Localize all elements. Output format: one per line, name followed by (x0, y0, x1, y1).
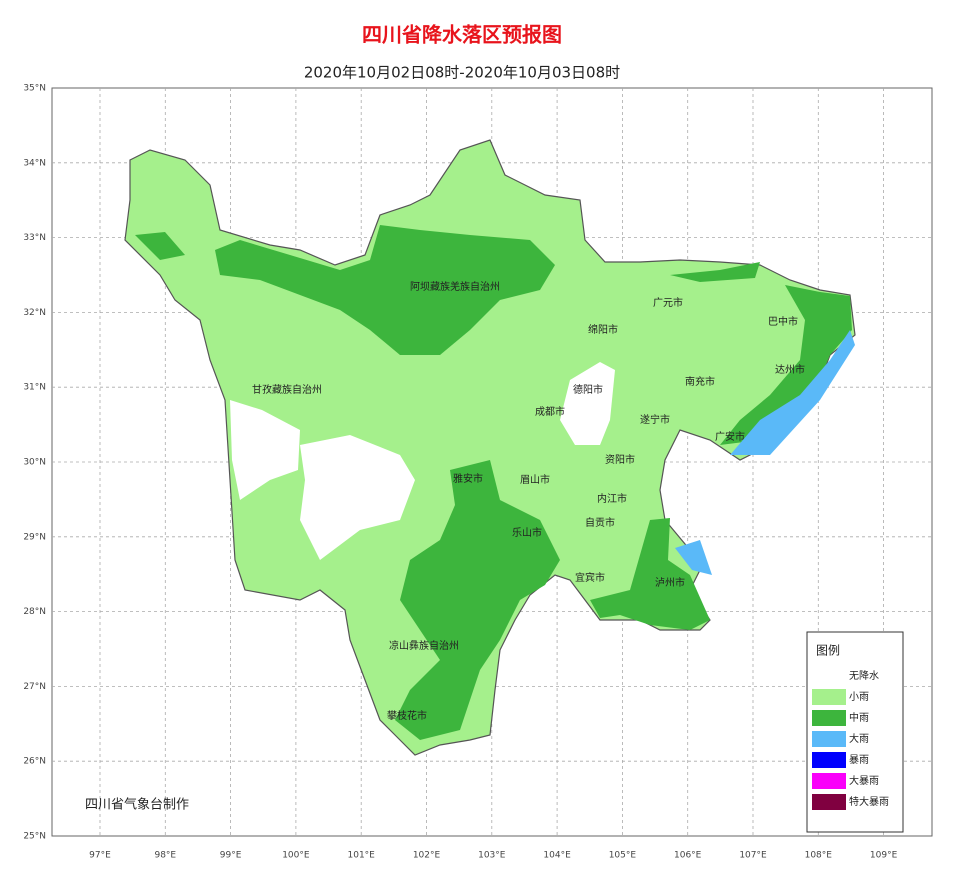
region-label: 达州市 (775, 363, 805, 376)
region-label: 南充市 (685, 375, 715, 388)
latitude-label: 35°N (23, 84, 46, 94)
region-label: 内江市 (597, 492, 627, 505)
longitude-label: 102°E (413, 851, 441, 861)
no-rain-patch (560, 362, 615, 445)
latitude-label: 27°N (23, 682, 46, 692)
heavy-rain-area (730, 330, 855, 455)
legend-swatch (812, 773, 846, 789)
region-label: 眉山市 (520, 473, 550, 486)
moderate-rain-area (720, 285, 852, 445)
longitude-label: 99°E (220, 851, 242, 861)
region-label: 资阳市 (605, 453, 635, 466)
region-labels: 阿坝藏族羌族自治州 广元市 巴中市 绵阳市 德阳市 南充市 达州市 成都市 遂宁… (252, 280, 805, 722)
legend-label: 大雨 (849, 732, 869, 745)
map-title: 四川省降水落区预报图 (362, 23, 562, 47)
latitude-label: 26°N (23, 757, 46, 767)
legend-swatch (812, 668, 846, 684)
legend-swatch (812, 710, 846, 726)
region-label: 泸州市 (655, 576, 685, 589)
region-label: 攀枝花市 (387, 709, 427, 722)
region-label: 凉山彝族自治州 (389, 639, 459, 652)
moderate-rain-area (395, 460, 560, 740)
longitude-label: 105°E (609, 851, 637, 861)
legend-swatch (812, 689, 846, 705)
region-label: 自贡市 (585, 516, 615, 529)
latitude-label: 31°N (23, 383, 46, 393)
longitude-label: 109°E (870, 851, 898, 861)
credit: 四川省气象台制作 (85, 797, 189, 813)
moderate-rain-area (215, 225, 555, 355)
moderate-rain-area (670, 262, 760, 282)
longitude-label: 100°E (282, 851, 310, 861)
region-label: 广安市 (715, 430, 745, 443)
legend-label: 特大暴雨 (849, 795, 889, 808)
region-label: 阿坝藏族羌族自治州 (410, 280, 500, 293)
region-label: 遂宁市 (640, 413, 670, 426)
latitude-label: 32°N (23, 308, 46, 318)
no-rain-patch (230, 400, 300, 500)
region-label: 雅安市 (453, 472, 483, 485)
legend-label: 暴雨 (849, 754, 869, 766)
legend-swatch (812, 794, 846, 810)
moderate-rain-area (135, 232, 185, 260)
legend-swatch (812, 731, 846, 747)
region-label: 德阳市 (573, 383, 603, 396)
region-label: 甘孜藏族自治州 (252, 383, 322, 396)
region-label: 宜宾市 (575, 571, 605, 584)
region-label: 巴中市 (768, 315, 798, 328)
legend-label: 无降水 (849, 669, 879, 682)
longitude-label: 98°E (154, 851, 176, 861)
legend-label: 中雨 (849, 711, 869, 724)
legend-title: 图例 (816, 644, 840, 658)
longitude-label: 101°E (348, 851, 376, 861)
longitude-label: 104°E (543, 851, 571, 861)
map-subtitle: 2020年10月02日08时-2020年10月03日08时 (304, 64, 620, 82)
latitude-label: 30°N (23, 458, 46, 468)
latitude-label: 25°N (23, 832, 46, 842)
region-label: 成都市 (535, 405, 565, 418)
region-label: 乐山市 (512, 526, 542, 539)
precip-areas (124, 139, 856, 756)
region-label: 广元市 (653, 296, 683, 309)
no-rain-patch (300, 435, 415, 560)
legend-swatch (812, 752, 846, 768)
longitude-label: 108°E (805, 851, 833, 861)
legend-label: 小雨 (849, 691, 869, 703)
latitude-label: 34°N (23, 158, 46, 168)
latitude-label: 33°N (23, 233, 46, 243)
region-label: 绵阳市 (588, 323, 618, 336)
latitude-label: 29°N (23, 532, 46, 542)
longitude-label: 107°E (739, 851, 767, 861)
longitude-label: 106°E (674, 851, 702, 861)
longitude-label: 103°E (478, 851, 506, 861)
legend-label: 大暴雨 (849, 774, 879, 787)
latitude-label: 28°N (23, 607, 46, 617)
longitude-label: 97°E (89, 851, 111, 861)
moderate-rain-area (590, 518, 710, 630)
heavy-rain-area (675, 540, 712, 575)
